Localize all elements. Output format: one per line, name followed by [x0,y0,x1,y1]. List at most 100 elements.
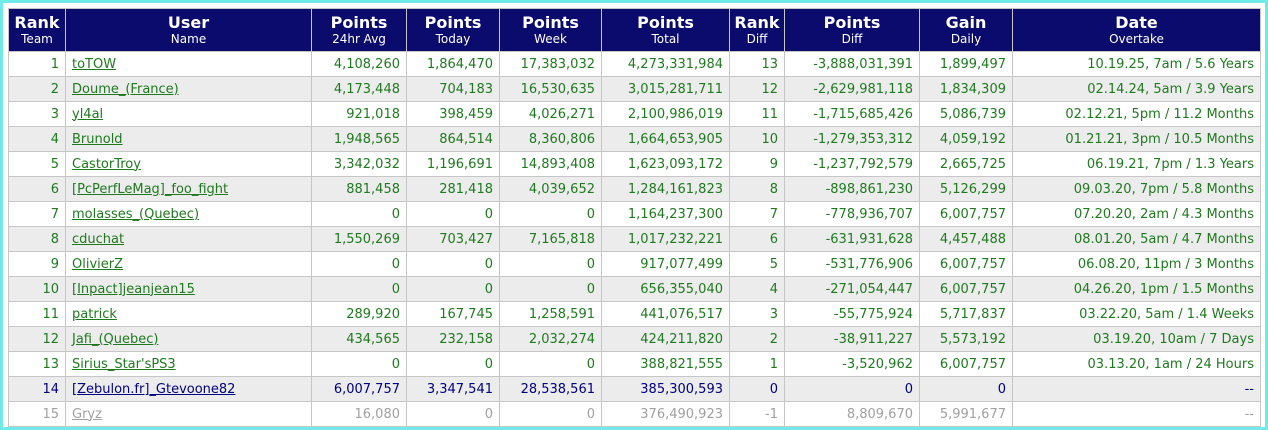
user-link[interactable]: Jafi_(Quebec) [72,331,159,347]
header-points-total: Points Total [601,8,730,52]
table-row: 5 CastorTroy 3,342,032 1,196,691 14,893,408 1… [8,151,1261,177]
header-title: Points [823,13,881,32]
cell-user: Sirius_Star'sPS3 [65,351,312,377]
cell-total: 424,211,820 [601,326,730,352]
header-title: Points [330,13,388,32]
cell-total: 656,355,040 [601,276,730,302]
cell-points_diff: -2,629,981,118 [784,76,920,102]
header-subtitle: Name [170,32,207,46]
cell-total: 2,100,986,019 [601,101,730,127]
cell-user: toTOW [65,51,312,77]
cell-week: 7,165,818 [499,226,602,252]
cell-gain: 6,007,757 [919,351,1013,377]
user-link[interactable]: [Zebulon.fr]_Gtevoone82 [72,381,236,397]
cell-rank: 3 [8,101,66,127]
cell-rank: 15 [8,401,66,427]
user-link[interactable]: OlivierZ [72,256,124,272]
cell-week: 17,383,032 [499,51,602,77]
header-user-name: User Name [65,8,312,52]
cell-today: 864,514 [406,126,500,152]
cell-overtake: 01.21.21, 3pm / 10.5 Months [1012,126,1261,152]
cell-total: 4,273,331,984 [601,51,730,77]
overtake-stats-table: Rank Team User Name Points 24hr Avg Poin… [8,8,1261,427]
cell-user: [Inpact]jeanjean15 [65,276,312,302]
cell-user: yl4al [65,101,312,127]
cell-week: 0 [499,276,602,302]
cell-p24: 4,108,260 [311,51,407,77]
cell-rank_diff: 10 [729,126,785,152]
table-row: 3 yl4al 921,018 398,459 4,026,271 2,100,986,0… [8,101,1261,127]
user-link[interactable]: toTOW [72,56,117,72]
cell-user: OlivierZ [65,251,312,277]
cell-user: Jafi_(Quebec) [65,326,312,352]
cell-p24: 0 [311,351,407,377]
user-link[interactable]: [Inpact]jeanjean15 [72,281,195,297]
cell-rank_diff: 7 [729,201,785,227]
user-link[interactable]: CastorTroy [72,156,141,172]
user-link[interactable]: Brunold [72,131,123,147]
cell-week: 4,026,271 [499,101,602,127]
cell-rank_diff: 8 [729,176,785,202]
cell-gain: 5,717,837 [919,301,1013,327]
user-link[interactable]: [PcPerfLeMag]_foo_fight [72,181,229,197]
cell-rank: 9 [8,251,66,277]
cell-user: molasses_(Quebec) [65,201,312,227]
cell-rank_diff: 1 [729,351,785,377]
cell-rank_diff: 5 [729,251,785,277]
cell-total: 1,284,161,823 [601,176,730,202]
cell-user: Gryz [65,401,312,427]
header-date-overtake: Date Overtake [1012,8,1261,52]
cell-today: 167,745 [406,301,500,327]
cell-total: 1,664,653,905 [601,126,730,152]
cell-today: 0 [406,251,500,277]
cell-week: 0 [499,201,602,227]
header-title: Points [637,13,694,32]
cell-rank: 6 [8,176,66,202]
cell-points_diff: -1,715,685,426 [784,101,920,127]
user-link[interactable]: Gryz [72,406,102,422]
cell-overtake: -- [1012,376,1261,402]
header-title: Points [522,13,579,32]
table-row: 14 [Zebulon.fr]_Gtevoone82 6,007,757 3,347,… [8,376,1261,402]
table-row: 13 Sirius_Star'sPS3 0 0 0 388,821,555 1 -3,520,… [8,351,1261,377]
header-title: Rank [734,13,780,32]
header-subtitle: Total [651,32,680,46]
cell-week: 0 [499,351,602,377]
cell-today: 0 [406,276,500,302]
cell-p24: 3,342,032 [311,151,407,177]
user-link[interactable]: yl4al [72,106,104,122]
cell-user: CastorTroy [65,151,312,177]
cell-today: 703,427 [406,226,500,252]
cell-rank_diff: -1 [729,401,785,427]
cell-today: 1,196,691 [406,151,500,177]
cell-p24: 0 [311,276,407,302]
cell-overtake: -- [1012,401,1261,427]
cell-points_diff: -778,936,707 [784,201,920,227]
user-link[interactable]: patrick [72,306,117,322]
user-link[interactable]: cduchat [72,231,125,247]
header-points-week: Points Week [499,8,602,52]
cell-total: 3,015,281,711 [601,76,730,102]
cell-total: 1,623,093,172 [601,151,730,177]
table-row: 2 Doume_(France) 4,173,448 704,183 16,530,63… [8,76,1261,102]
table-row: 8 cduchat 1,550,269 703,427 7,165,818 1,017,2… [8,226,1261,252]
cell-overtake: 06.19.21, 7pm / 1.3 Years [1012,151,1261,177]
cell-overtake: 08.01.20, 5am / 4.7 Months [1012,226,1261,252]
cell-today: 1,864,470 [406,51,500,77]
cell-rank: 4 [8,126,66,152]
cell-points_diff: -531,776,906 [784,251,920,277]
cell-rank: 8 [8,226,66,252]
user-link[interactable]: Doume_(France) [72,81,179,97]
user-link[interactable]: Sirius_Star'sPS3 [72,356,176,372]
cell-points_diff: 8,809,670 [784,401,920,427]
header-title: Rank [14,13,60,32]
cell-user: patrick [65,301,312,327]
cell-points_diff: 0 [784,376,920,402]
cell-p24: 1,948,565 [311,126,407,152]
user-link[interactable]: molasses_(Quebec) [72,206,200,222]
header-title: Gain [945,13,987,32]
header-subtitle: Diff [746,32,768,46]
cell-rank: 1 [8,51,66,77]
cell-overtake: 07.20.20, 2am / 4.3 Months [1012,201,1261,227]
